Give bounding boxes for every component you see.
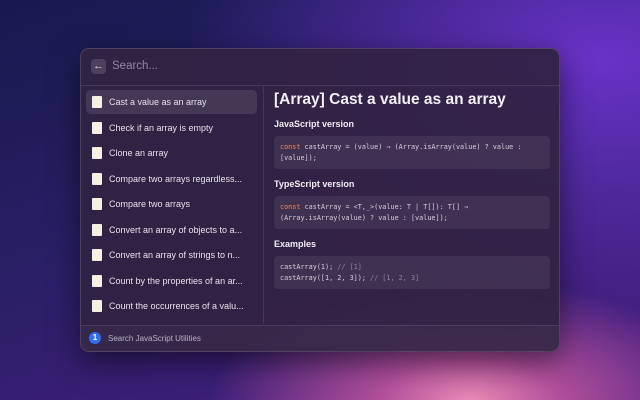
code-block: const castArray = (value) ⇒ (Array.isArr… bbox=[274, 136, 550, 169]
item-label: Cast a value as an array bbox=[109, 97, 207, 107]
item-icon bbox=[92, 96, 102, 108]
search-bar: ← Search... bbox=[81, 49, 559, 86]
list-item[interactable]: Count the occurrences of a valu... bbox=[86, 294, 257, 318]
item-label: Convert an array of strings to n... bbox=[109, 250, 241, 260]
code-token: castArray = <T,_>(value: T | T[]): T[] ⇒ bbox=[300, 203, 469, 211]
code-line: (Array.isArray(value) ? value : [value])… bbox=[280, 213, 544, 224]
item-label: Count by the properties of an ar... bbox=[109, 275, 243, 286]
footer-label: Search JavaScript Utilities bbox=[108, 334, 201, 343]
list-item[interactable]: Clone an array bbox=[86, 141, 257, 165]
item-label: Check if an array is empty bbox=[109, 122, 214, 133]
list-item[interactable]: Cast a value as an array bbox=[86, 90, 257, 114]
code-block: castArray(1); // [1] castArray([1, 2, 3])… bbox=[274, 256, 550, 289]
list-item[interactable]: Convert an array of objects to a... bbox=[86, 218, 257, 242]
code-token: castArray([1, 2, 3]); bbox=[280, 273, 371, 282]
list-item[interactable]: Convert an array of strings to n... bbox=[86, 243, 257, 267]
code-line: [value]); bbox=[280, 153, 544, 164]
result-list: Cast a value as an array Check if an arra… bbox=[81, 86, 264, 324]
item-icon bbox=[92, 198, 102, 210]
launcher-window: ← Search... Cast a value as an array Chec… bbox=[80, 48, 560, 352]
item-icon bbox=[92, 249, 102, 261]
code-line: const castArray = <T,_>(value: T | T[]):… bbox=[280, 202, 544, 213]
item-icon bbox=[92, 147, 102, 159]
item-icon bbox=[92, 274, 102, 287]
code-token: // [1, 2, 3] bbox=[370, 273, 420, 282]
item-icon bbox=[92, 223, 102, 236]
code-token: (Array.isArray(value) ? value : [value])… bbox=[280, 213, 448, 222]
item-label: Compare two arrays bbox=[109, 199, 191, 209]
list-item[interactable]: Count by the properties of an ar... bbox=[86, 269, 257, 293]
item-icon bbox=[92, 172, 102, 185]
search-input[interactable]: Search... bbox=[112, 60, 159, 72]
section-heading: Examples bbox=[274, 239, 317, 249]
item-label: Convert an array of objects to a... bbox=[109, 224, 243, 235]
code-token: castArray = (value) ⇒ (Array.isArray(val… bbox=[300, 143, 522, 151]
detail-title: [Array] Cast a value as an array bbox=[274, 91, 506, 108]
item-label: Clone an array bbox=[109, 148, 169, 158]
footer: 1 Search JavaScript Utilities bbox=[81, 325, 559, 351]
code-token: const bbox=[280, 143, 301, 151]
detail-panel: [Array] Cast a value as an array JavaScr… bbox=[274, 91, 550, 299]
list-item[interactable]: Compare two arrays bbox=[86, 192, 257, 216]
code-line: castArray([1, 2, 3]); // [1, 2, 3] bbox=[280, 273, 544, 284]
item-label: Compare two arrays regardless... bbox=[109, 173, 243, 184]
list-item[interactable]: Check if an array is empty bbox=[86, 116, 257, 140]
item-icon bbox=[92, 300, 102, 312]
code-token: const bbox=[280, 203, 301, 211]
code-token: // [1] bbox=[337, 263, 362, 271]
item-icon bbox=[92, 121, 102, 134]
code-line: const castArray = (value) ⇒ (Array.isArr… bbox=[280, 142, 544, 153]
section-heading: JavaScript version bbox=[274, 119, 355, 129]
extension-icon: 1 bbox=[89, 332, 101, 344]
code-token: [value]); bbox=[280, 153, 317, 162]
code-token: castArray(1); bbox=[280, 263, 338, 271]
list-item[interactable]: Compare two arrays regardless... bbox=[86, 167, 257, 191]
back-button[interactable]: ← bbox=[91, 59, 106, 74]
code-block: const castArray = <T,_>(value: T | T[]):… bbox=[274, 196, 550, 229]
section-heading: TypeScript version bbox=[274, 179, 355, 189]
item-label: Count the occurrences of a valu... bbox=[109, 301, 244, 311]
code-line: castArray(1); // [1] bbox=[280, 262, 544, 273]
